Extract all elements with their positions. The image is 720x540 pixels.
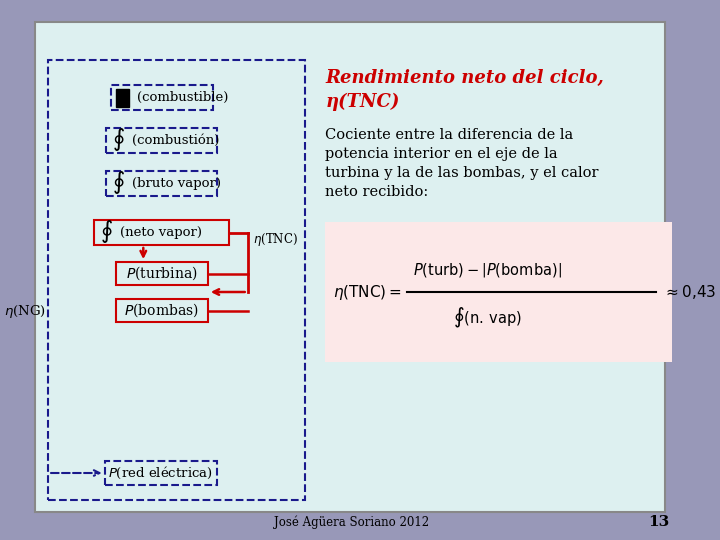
Text: $\mathit{\oint}$: $\mathit{\oint}$	[112, 126, 125, 153]
Text: (combustión): (combustión)	[132, 134, 220, 147]
Text: turbina y la de las bombas, y el calor: turbina y la de las bombas, y el calor	[325, 166, 599, 180]
Text: $\eta(\mathrm{TNC}) =$: $\eta(\mathrm{TNC}) =$	[333, 282, 402, 301]
FancyBboxPatch shape	[35, 22, 665, 512]
Bar	[116, 299, 208, 322]
Text: $\mathit{P}$(bombas): $\mathit{P}$(bombas)	[125, 302, 199, 319]
Text: 13: 13	[649, 515, 670, 529]
Bar	[116, 89, 130, 106]
Bar	[48, 60, 305, 500]
Text: $\eta$(NG): $\eta$(NG)	[4, 302, 46, 320]
Text: η(TNC): η(TNC)	[325, 93, 400, 111]
Bar	[116, 262, 208, 285]
Text: (neto vapor): (neto vapor)	[120, 226, 202, 239]
Text: neto recibido:: neto recibido:	[325, 185, 428, 199]
Text: (bruto vapor): (bruto vapor)	[132, 177, 221, 190]
Text: $\mathit{P}$(red eléctrica): $\mathit{P}$(red eléctrica)	[109, 465, 213, 481]
Bar	[325, 222, 672, 362]
Text: Rendimiento neto del ciclo,: Rendimiento neto del ciclo,	[325, 69, 604, 87]
Text: $P(\mathrm{turb}) - \left|P(\mathrm{bomba})\right|$: $P(\mathrm{turb}) - \left|P(\mathrm{bomb…	[413, 261, 562, 279]
Text: $\eta$(TNC): $\eta$(TNC)	[253, 231, 298, 248]
Bar	[111, 85, 212, 110]
Text: $\approx 0{,}43$: $\approx 0{,}43$	[663, 283, 716, 301]
Text: $\mathit{\oint}$: $\mathit{\oint}$	[112, 169, 125, 196]
Text: $\mathit{\oint}(\mathrm{n.\,vap})$: $\mathit{\oint}(\mathrm{n.\,vap})$	[454, 306, 522, 330]
Text: potencia interior en el eje de la: potencia interior en el eje de la	[325, 147, 558, 161]
Text: José Agüera Soriano 2012: José Agüera Soriano 2012	[274, 515, 428, 529]
Bar	[107, 128, 217, 153]
Bar	[104, 461, 217, 485]
Text: $\mathit{\oint}$: $\mathit{\oint}$	[100, 218, 113, 245]
Bar	[107, 171, 217, 196]
Text: (combustible): (combustible)	[137, 91, 228, 104]
Text: $\mathit{P}$(turbina): $\mathit{P}$(turbina)	[126, 265, 197, 282]
Bar	[94, 220, 229, 245]
Text: Cociente entre la diferencia de la: Cociente entre la diferencia de la	[325, 128, 574, 142]
